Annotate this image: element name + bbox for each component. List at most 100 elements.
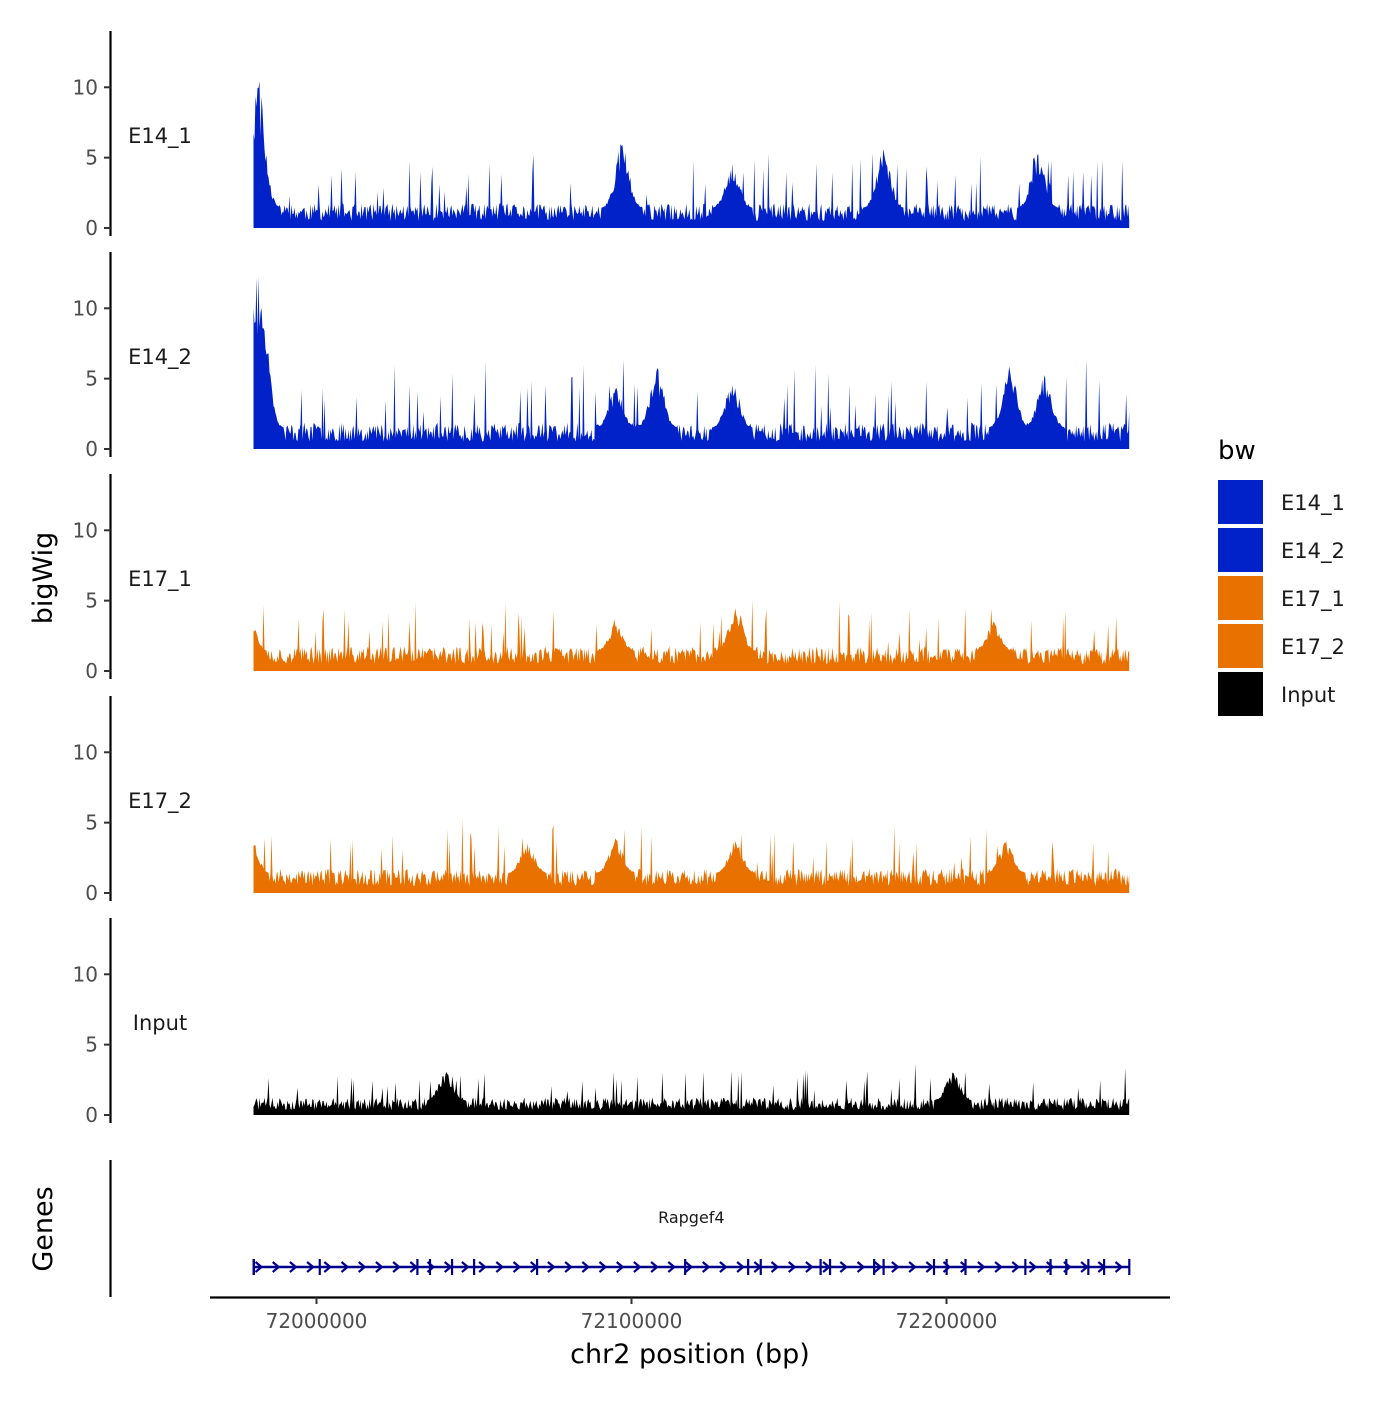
legend-label: E14_2 bbox=[1281, 539, 1345, 564]
strand-arrow bbox=[977, 1261, 986, 1273]
strand-arrow bbox=[306, 1261, 315, 1273]
legend-key-input bbox=[1218, 672, 1263, 716]
y-tick-label: 0 bbox=[85, 437, 98, 461]
track-label: E14_2 bbox=[128, 345, 192, 370]
y-tick-label: 0 bbox=[85, 216, 98, 240]
track-e14_2: 0 5 10 E14_2 bbox=[73, 252, 1130, 461]
exon-mark bbox=[964, 1259, 967, 1275]
track-label: E17_1 bbox=[128, 567, 192, 592]
legend-label: E17_2 bbox=[1281, 635, 1345, 660]
strand-arrow bbox=[392, 1261, 401, 1273]
exon-mark bbox=[1103, 1259, 1106, 1275]
track-label: E17_2 bbox=[128, 789, 192, 814]
strand-arrow bbox=[925, 1261, 935, 1273]
y-tick-label: 10 bbox=[73, 296, 98, 320]
y-tick-label: 10 bbox=[73, 962, 98, 986]
legend-label: Input bbox=[1281, 683, 1335, 707]
exon-mark bbox=[252, 1259, 255, 1275]
exon-mark bbox=[684, 1259, 687, 1275]
y-tick-label: 0 bbox=[85, 881, 98, 905]
strand-arrow bbox=[289, 1261, 298, 1273]
exon-mark bbox=[416, 1259, 419, 1275]
strand-arrow bbox=[1028, 1261, 1038, 1273]
strand-arrow bbox=[1114, 1261, 1124, 1273]
strand-arrow bbox=[581, 1261, 591, 1273]
strand-arrow bbox=[271, 1261, 281, 1273]
strand-arrow bbox=[357, 1261, 367, 1273]
strand-arrow bbox=[478, 1261, 487, 1273]
strand-arrow bbox=[770, 1261, 780, 1273]
y-tick-label: 5 bbox=[85, 589, 98, 613]
y-axis-title: bigWig bbox=[28, 532, 59, 625]
y-tick-label: 5 bbox=[85, 146, 98, 170]
strand-arrow bbox=[340, 1261, 350, 1273]
strand-arrow bbox=[719, 1261, 728, 1273]
y-tick-label: 10 bbox=[73, 518, 98, 542]
strand-arrow bbox=[1045, 1261, 1055, 1273]
strand-arrow bbox=[1011, 1261, 1021, 1273]
signal-tracks: 0 5 10 E14_1 0 5 10 E14_2 0 5 10 E17_1 0 5 10 E17_2 0 5 10… bbox=[73, 31, 1130, 1127]
strand-arrow bbox=[443, 1261, 453, 1273]
exon-mark bbox=[945, 1259, 948, 1275]
coverage-area-e17_1 bbox=[253, 599, 1130, 671]
exon-mark bbox=[536, 1259, 539, 1275]
legend-key-e14_2 bbox=[1218, 528, 1263, 572]
strand-arrow bbox=[323, 1261, 333, 1273]
exon-mark bbox=[1087, 1259, 1090, 1275]
exon-mark bbox=[428, 1259, 432, 1275]
genes-axis-title: Genes bbox=[28, 1186, 59, 1271]
strand-arrow bbox=[891, 1261, 900, 1273]
x-tick-label: 72000000 bbox=[266, 1309, 368, 1333]
coverage-area-input bbox=[253, 1063, 1130, 1115]
strand-arrow bbox=[994, 1261, 1003, 1273]
legend-label: E17_1 bbox=[1281, 587, 1345, 612]
legend-key-e17_2 bbox=[1218, 624, 1263, 668]
track-e17_1: 0 5 10 E17_1 bbox=[73, 474, 1130, 683]
strand-arrow bbox=[701, 1261, 711, 1273]
legend-label: E14_1 bbox=[1281, 491, 1345, 516]
y-tick-label: 10 bbox=[73, 75, 98, 99]
exon-mark bbox=[473, 1259, 476, 1275]
coverage-area-e14_1 bbox=[253, 81, 1130, 229]
strand-arrow bbox=[839, 1261, 849, 1273]
strand-arrow bbox=[873, 1261, 883, 1273]
strand-arrow bbox=[615, 1261, 625, 1273]
strand-arrow bbox=[254, 1261, 264, 1273]
exon-mark bbox=[318, 1259, 321, 1275]
strand-arrow bbox=[856, 1261, 866, 1273]
strand-arrow bbox=[564, 1261, 573, 1273]
track-input: 0 5 10 Input bbox=[73, 918, 1130, 1127]
strand-arrow bbox=[512, 1261, 522, 1273]
coverage-area-e14_2 bbox=[253, 276, 1130, 449]
exon-mark bbox=[450, 1259, 454, 1275]
strand-arrow bbox=[547, 1261, 556, 1273]
strand-arrow bbox=[650, 1261, 659, 1273]
x-axis-title: chr2 position (bp) bbox=[570, 1339, 810, 1370]
exon-mark bbox=[882, 1259, 885, 1275]
strand-arrow bbox=[461, 1261, 470, 1273]
y-tick-label: 10 bbox=[73, 740, 98, 764]
strand-arrow bbox=[667, 1261, 677, 1273]
strand-arrow bbox=[736, 1261, 745, 1273]
exon-mark bbox=[873, 1259, 876, 1275]
track-e14_1: 0 5 10 E14_1 bbox=[73, 31, 1130, 240]
legend-key-e14_1 bbox=[1218, 480, 1263, 524]
legend-title: bw bbox=[1218, 436, 1256, 466]
track-label: Input bbox=[133, 1011, 187, 1035]
exon-mark bbox=[1065, 1259, 1068, 1275]
y-tick-label: 5 bbox=[85, 367, 98, 391]
strand-arrow bbox=[495, 1261, 505, 1273]
exon-mark bbox=[747, 1259, 750, 1275]
track-label: E14_1 bbox=[128, 124, 192, 149]
coverage-area-e17_2 bbox=[253, 817, 1130, 893]
x-tick-label: 72100000 bbox=[581, 1309, 683, 1333]
y-tick-label: 5 bbox=[85, 811, 98, 835]
y-tick-label: 0 bbox=[85, 659, 98, 683]
exon-mark bbox=[1128, 1259, 1131, 1275]
strand-arrow bbox=[633, 1261, 642, 1273]
strand-arrow bbox=[787, 1261, 797, 1273]
exon-mark bbox=[828, 1259, 832, 1275]
x-axis: 72000000 72100000 72200000 bbox=[210, 1296, 1170, 1333]
exon-mark bbox=[1049, 1259, 1052, 1275]
